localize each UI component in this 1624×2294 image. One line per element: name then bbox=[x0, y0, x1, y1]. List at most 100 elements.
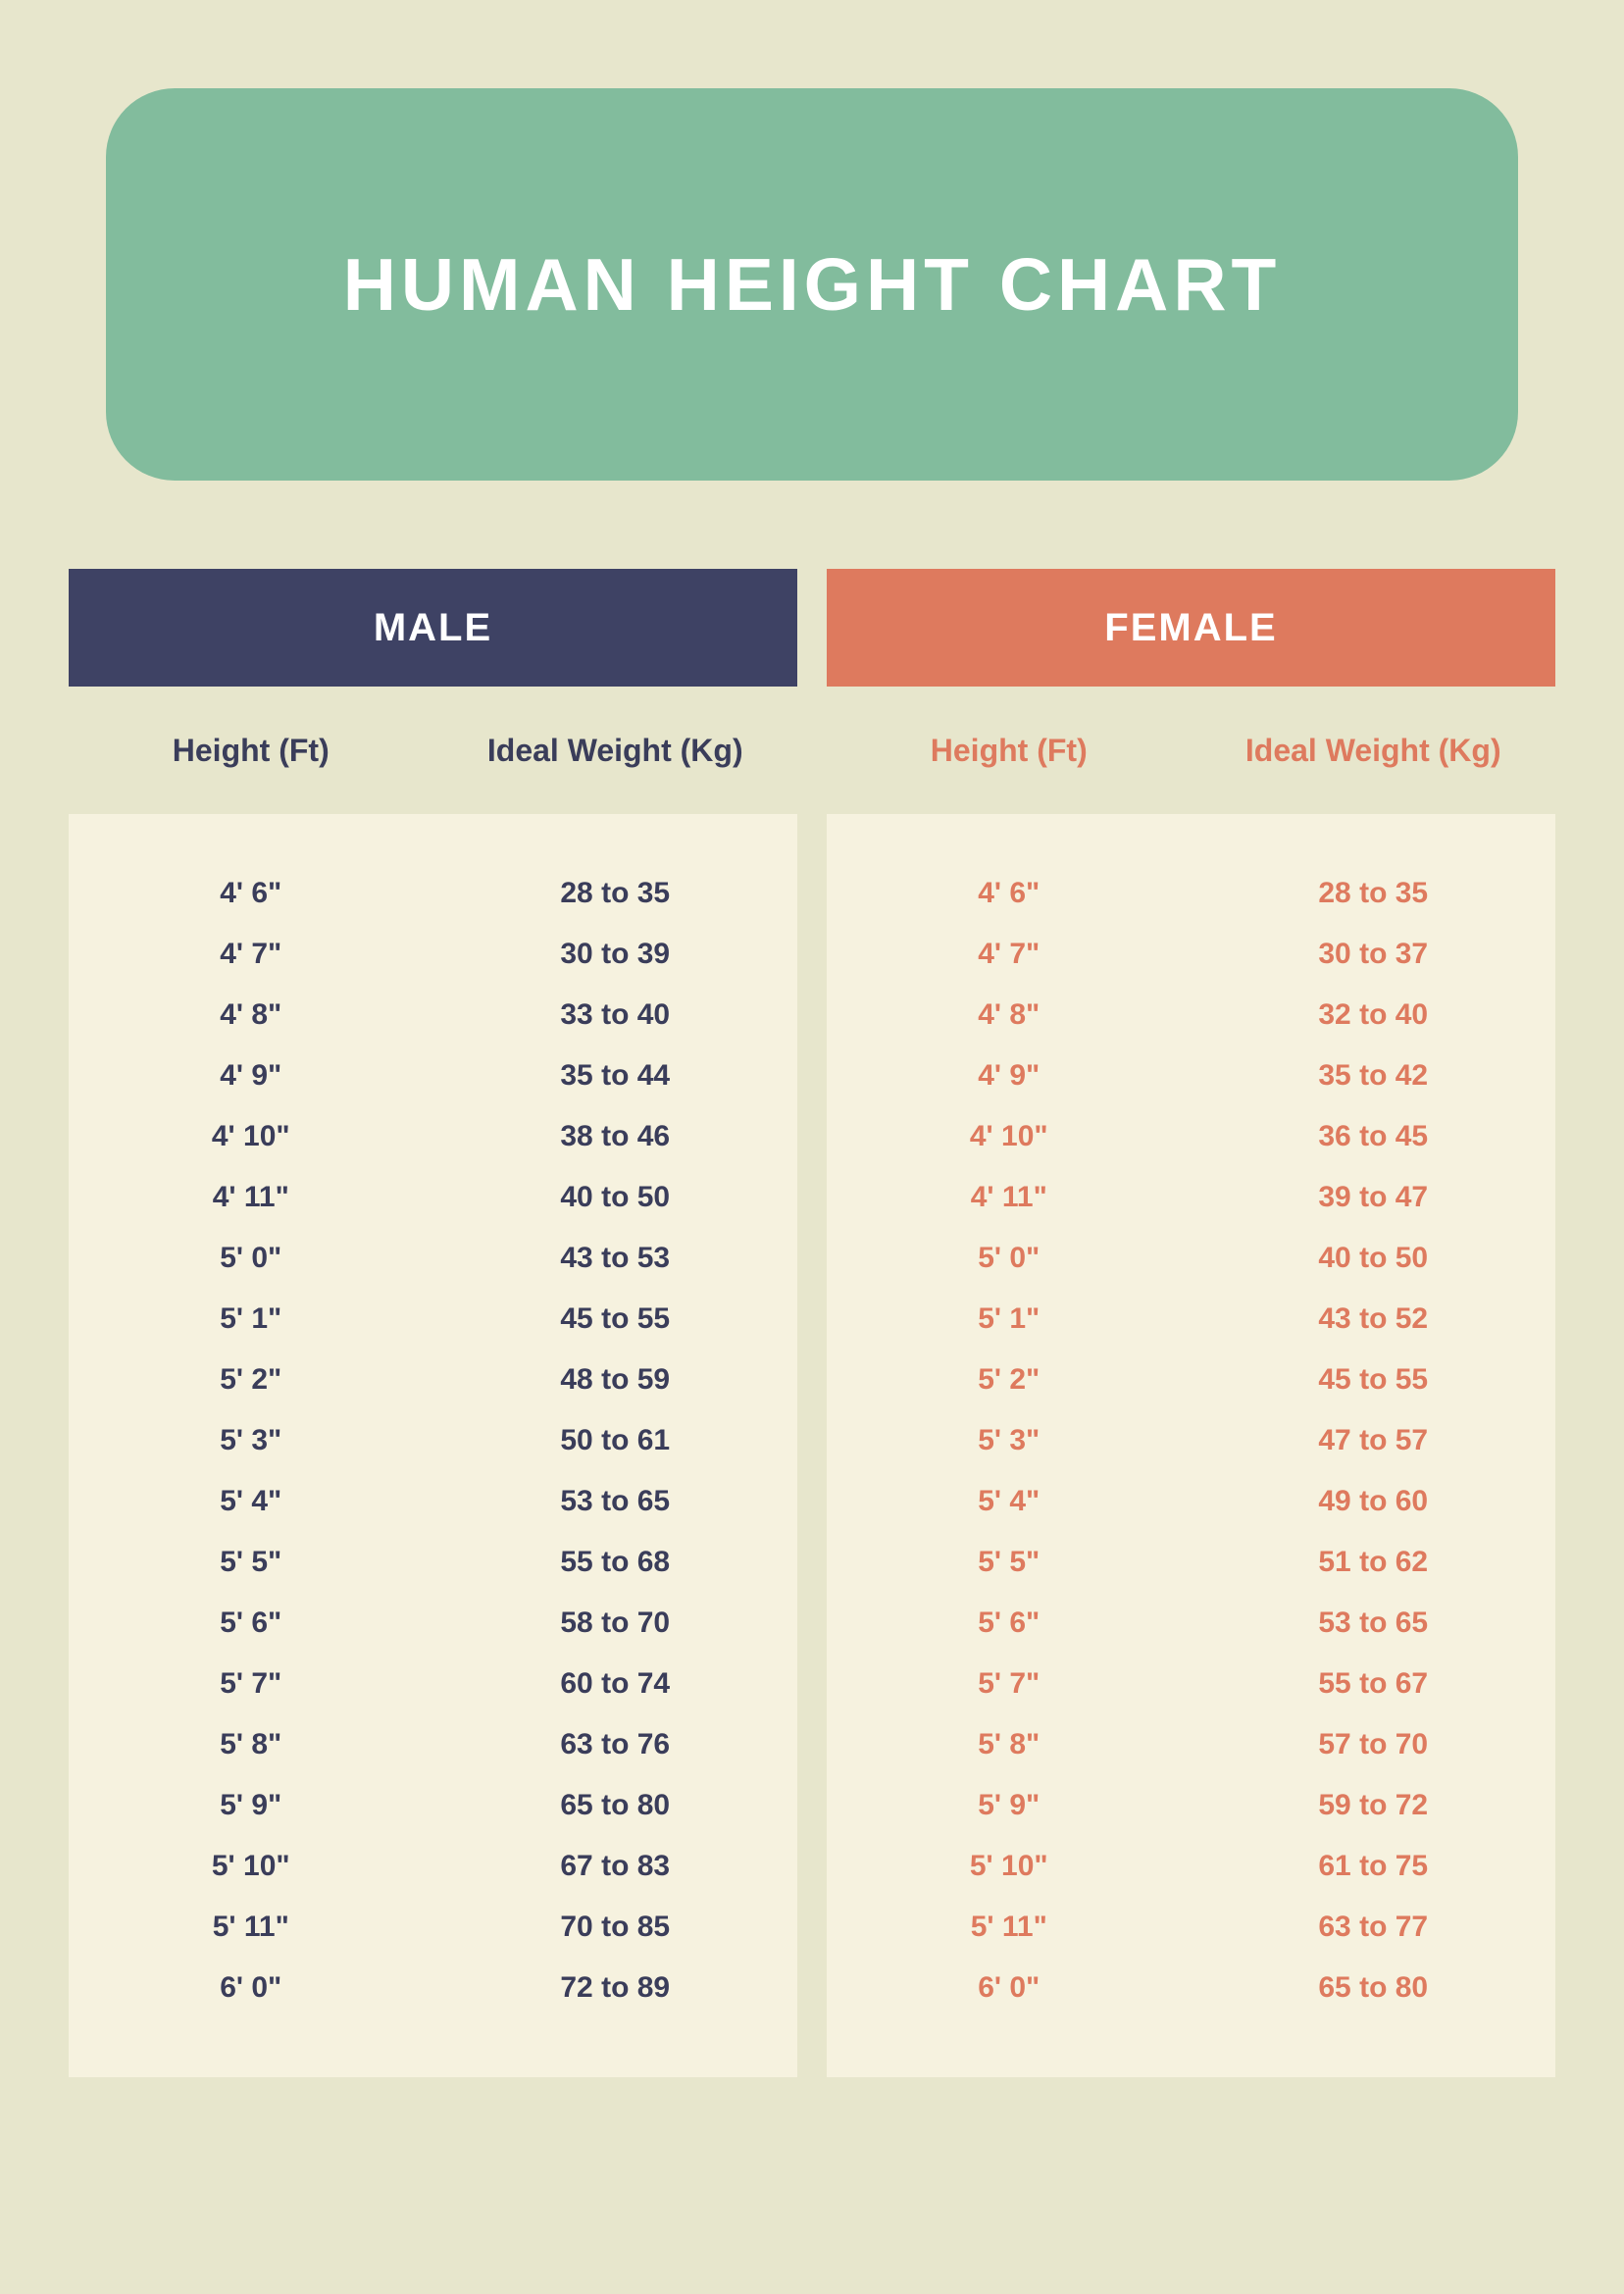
height-cell: 5' 0" bbox=[827, 1228, 1192, 1289]
height-cell: 4' 10" bbox=[69, 1106, 433, 1167]
height-cell: 5' 6" bbox=[827, 1593, 1192, 1654]
height-cell: 4' 8" bbox=[827, 985, 1192, 1045]
weight-cell: 60 to 74 bbox=[433, 1654, 798, 1714]
table-row: 5' 0"43 to 53 bbox=[69, 1228, 797, 1289]
male-header-label: MALE bbox=[374, 606, 492, 650]
weight-cell: 43 to 53 bbox=[433, 1228, 798, 1289]
table-row: 4' 9"35 to 44 bbox=[69, 1045, 797, 1106]
table-row: 5' 2"48 to 59 bbox=[69, 1350, 797, 1410]
height-cell: 5' 8" bbox=[69, 1714, 433, 1775]
height-cell: 6' 0" bbox=[827, 1958, 1192, 2018]
table-row: 5' 8"57 to 70 bbox=[827, 1714, 1555, 1775]
weight-cell: 67 to 83 bbox=[433, 1836, 798, 1897]
table-row: 4' 8"32 to 40 bbox=[827, 985, 1555, 1045]
height-cell: 5' 0" bbox=[69, 1228, 433, 1289]
page-title: HUMAN HEIGHT CHART bbox=[343, 242, 1282, 327]
height-cell: 4' 7" bbox=[69, 924, 433, 985]
height-cell: 4' 9" bbox=[69, 1045, 433, 1106]
height-cell: 5' 7" bbox=[827, 1654, 1192, 1714]
table-row: 4' 7"30 to 37 bbox=[827, 924, 1555, 985]
height-cell: 5' 11" bbox=[827, 1897, 1192, 1958]
table-row: 5' 4"49 to 60 bbox=[827, 1471, 1555, 1532]
male-weight-label: Ideal Weight (Kg) bbox=[433, 733, 798, 769]
table-row: 5' 10"67 to 83 bbox=[69, 1836, 797, 1897]
weight-cell: 53 to 65 bbox=[1192, 1593, 1556, 1654]
weight-cell: 40 to 50 bbox=[1192, 1228, 1556, 1289]
height-cell: 5' 11" bbox=[69, 1897, 433, 1958]
weight-cell: 58 to 70 bbox=[433, 1593, 798, 1654]
weight-cell: 55 to 67 bbox=[1192, 1654, 1556, 1714]
table-row: 4' 11"40 to 50 bbox=[69, 1167, 797, 1228]
weight-cell: 57 to 70 bbox=[1192, 1714, 1556, 1775]
male-rows-box: 4' 6"28 to 354' 7"30 to 394' 8"33 to 404… bbox=[69, 814, 797, 2077]
weight-cell: 32 to 40 bbox=[1192, 985, 1556, 1045]
weight-cell: 39 to 47 bbox=[1192, 1167, 1556, 1228]
height-cell: 4' 8" bbox=[69, 985, 433, 1045]
weight-cell: 65 to 80 bbox=[433, 1775, 798, 1836]
table-row: 5' 11"70 to 85 bbox=[69, 1897, 797, 1958]
height-cell: 5' 1" bbox=[827, 1289, 1192, 1350]
height-cell: 4' 11" bbox=[69, 1167, 433, 1228]
weight-cell: 63 to 77 bbox=[1192, 1897, 1556, 1958]
table-row: 4' 10"36 to 45 bbox=[827, 1106, 1555, 1167]
table-row: 5' 7"55 to 67 bbox=[827, 1654, 1555, 1714]
height-cell: 5' 8" bbox=[827, 1714, 1192, 1775]
table-row: 5' 6"58 to 70 bbox=[69, 1593, 797, 1654]
table-row: 4' 6"28 to 35 bbox=[827, 863, 1555, 924]
weight-cell: 28 to 35 bbox=[1192, 863, 1556, 924]
weight-cell: 72 to 89 bbox=[433, 1958, 798, 2018]
table-row: 5' 7"60 to 74 bbox=[69, 1654, 797, 1714]
height-cell: 5' 3" bbox=[827, 1410, 1192, 1471]
table-row: 4' 7"30 to 39 bbox=[69, 924, 797, 985]
height-cell: 5' 4" bbox=[827, 1471, 1192, 1532]
height-cell: 5' 9" bbox=[69, 1775, 433, 1836]
weight-cell: 61 to 75 bbox=[1192, 1836, 1556, 1897]
female-header-label: FEMALE bbox=[1104, 606, 1277, 650]
male-sub-headers: Height (Ft) Ideal Weight (Kg) bbox=[69, 687, 797, 814]
weight-cell: 33 to 40 bbox=[433, 985, 798, 1045]
weight-cell: 48 to 59 bbox=[433, 1350, 798, 1410]
height-cell: 5' 10" bbox=[827, 1836, 1192, 1897]
height-cell: 6' 0" bbox=[69, 1958, 433, 2018]
weight-cell: 36 to 45 bbox=[1192, 1106, 1556, 1167]
female-weight-label: Ideal Weight (Kg) bbox=[1192, 733, 1556, 769]
table-row: 5' 9"65 to 80 bbox=[69, 1775, 797, 1836]
weight-cell: 55 to 68 bbox=[433, 1532, 798, 1593]
table-row: 4' 11"39 to 47 bbox=[827, 1167, 1555, 1228]
weight-cell: 45 to 55 bbox=[1192, 1350, 1556, 1410]
weight-cell: 49 to 60 bbox=[1192, 1471, 1556, 1532]
height-cell: 4' 9" bbox=[827, 1045, 1192, 1106]
height-cell: 5' 9" bbox=[827, 1775, 1192, 1836]
title-banner: HUMAN HEIGHT CHART bbox=[106, 88, 1518, 481]
weight-cell: 38 to 46 bbox=[433, 1106, 798, 1167]
weight-cell: 35 to 44 bbox=[433, 1045, 798, 1106]
weight-cell: 65 to 80 bbox=[1192, 1958, 1556, 2018]
table-row: 4' 8"33 to 40 bbox=[69, 985, 797, 1045]
height-cell: 4' 10" bbox=[827, 1106, 1192, 1167]
table-row: 5' 6"53 to 65 bbox=[827, 1593, 1555, 1654]
weight-cell: 70 to 85 bbox=[433, 1897, 798, 1958]
weight-cell: 35 to 42 bbox=[1192, 1045, 1556, 1106]
table-row: 5' 9"59 to 72 bbox=[827, 1775, 1555, 1836]
height-cell: 5' 2" bbox=[827, 1350, 1192, 1410]
male-column: MALE Height (Ft) Ideal Weight (Kg) 4' 6"… bbox=[69, 569, 797, 2077]
height-cell: 5' 7" bbox=[69, 1654, 433, 1714]
female-column: FEMALE Height (Ft) Ideal Weight (Kg) 4' … bbox=[827, 569, 1555, 2077]
table-row: 5' 8"63 to 76 bbox=[69, 1714, 797, 1775]
male-header: MALE bbox=[69, 569, 797, 687]
weight-cell: 47 to 57 bbox=[1192, 1410, 1556, 1471]
weight-cell: 59 to 72 bbox=[1192, 1775, 1556, 1836]
weight-cell: 28 to 35 bbox=[433, 863, 798, 924]
table-row: 5' 3"47 to 57 bbox=[827, 1410, 1555, 1471]
table-row: 4' 9"35 to 42 bbox=[827, 1045, 1555, 1106]
female-height-label: Height (Ft) bbox=[827, 733, 1192, 769]
weight-cell: 53 to 65 bbox=[433, 1471, 798, 1532]
table-row: 4' 10"38 to 46 bbox=[69, 1106, 797, 1167]
weight-cell: 43 to 52 bbox=[1192, 1289, 1556, 1350]
female-rows-box: 4' 6"28 to 354' 7"30 to 374' 8"32 to 404… bbox=[827, 814, 1555, 2077]
weight-cell: 30 to 39 bbox=[433, 924, 798, 985]
male-height-label: Height (Ft) bbox=[69, 733, 433, 769]
table-row: 5' 5"51 to 62 bbox=[827, 1532, 1555, 1593]
weight-cell: 50 to 61 bbox=[433, 1410, 798, 1471]
weight-cell: 45 to 55 bbox=[433, 1289, 798, 1350]
